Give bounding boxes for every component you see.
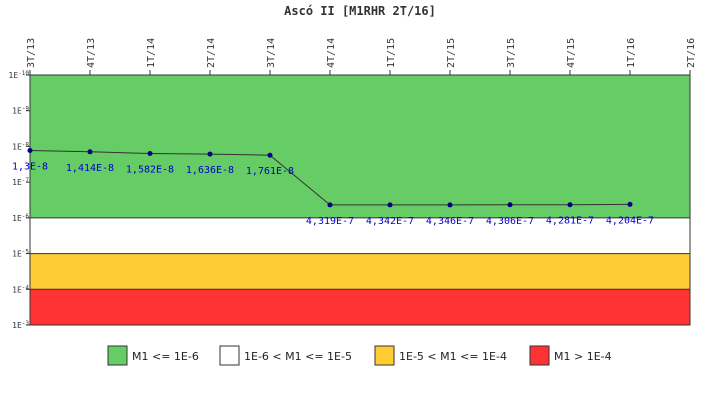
x-tick-label-8: 3T/15: [506, 38, 517, 68]
data-label-10: 4,204E-7: [606, 215, 654, 226]
data-labels: 1,3E-8 1,414E-8 1,582E-8 1,636E-8 1,761E-8 4,…: [12, 161, 654, 226]
y-tick-label-3: 1E-7: [12, 177, 29, 187]
band-1: [30, 217, 690, 254]
data-label-2: 1,582E-8: [126, 165, 174, 176]
y-tick-label-1: 1E-9: [12, 106, 29, 116]
legend-swatch-0: [107, 345, 128, 366]
risk-bands: [30, 75, 690, 325]
legend-swatch-2: [374, 345, 395, 366]
legend-label-1: 1E-6 < M1 <= 1E-5: [244, 350, 352, 363]
x-tick-label-11: 2T/16: [686, 38, 697, 68]
legend: M1 <= 1E-6 1E-6 < M1 <= 1E-5 1E-5 < M1 <= …: [107, 345, 612, 366]
data-point-3: [207, 151, 213, 157]
y-tick-label-6: 1E-4: [12, 284, 29, 294]
series: [27, 147, 633, 208]
data-point-1: [87, 149, 93, 155]
x-tick-label-4: 3T/14: [266, 38, 277, 68]
x-tick-label-6: 1T/15: [386, 38, 397, 68]
data-label-1: 1,414E-8: [66, 163, 114, 174]
x-tick-label-7: 2T/15: [446, 38, 457, 68]
x-tick-label-5: 4T/14: [326, 38, 337, 68]
data-point-2: [147, 151, 153, 157]
chart-title: Ascó II [M1RHR 2T/16]: [284, 4, 436, 18]
data-label-6: 4,342E-7: [366, 216, 414, 227]
x-tick-label-1: 4T/13: [86, 38, 97, 68]
x-tick-label-9: 4T/15: [566, 38, 577, 68]
data-point-5: [327, 202, 333, 208]
legend-label-2: 1E-5 < M1 <= 1E-4: [399, 350, 507, 363]
data-label-5: 4,319E-7: [306, 216, 354, 227]
axes: 1E-10 1E-9 1E-8 1E-7 1E-6 1E-5 1E-4 1E-3 3T/13 4T…: [9, 38, 697, 330]
data-label-4: 1,761E-8: [246, 166, 294, 177]
legend-label-0: M1 <= 1E-6: [132, 350, 199, 363]
y-tick-label-5: 1E-5: [12, 249, 29, 259]
plot-frame: [29, 74, 691, 326]
y-tick-label-2: 1E-8: [12, 141, 29, 151]
legend-swatch-1: [219, 345, 240, 366]
data-point-0: [27, 147, 33, 153]
data-point-4: [267, 152, 273, 158]
data-label-0: 1,3E-8: [12, 161, 48, 172]
x-tick-label-0: 3T/13: [26, 38, 37, 68]
band-2: [30, 253, 690, 290]
band-0: [30, 75, 690, 218]
data-label-8: 4,306E-7: [486, 216, 534, 227]
x-tick-label-2: 1T/14: [146, 38, 157, 68]
x-tick-label-3: 2T/14: [206, 38, 217, 68]
y-tick-label-7: 1E-3: [12, 320, 29, 330]
data-point-8: [507, 202, 513, 208]
band-3: [30, 289, 690, 325]
data-point-10: [627, 201, 633, 207]
data-point-9: [567, 202, 573, 208]
data-point-6: [387, 202, 393, 208]
x-tick-label-10: 1T/16: [626, 38, 637, 68]
y-tick-label-4: 1E-6: [12, 213, 29, 223]
legend-label-3: M1 > 1E-4: [554, 350, 612, 363]
data-label-3: 1,636E-8: [186, 165, 234, 176]
data-label-9: 4,281E-7: [546, 216, 594, 227]
data-label-7: 4,346E-7: [426, 216, 474, 227]
legend-swatch-3: [529, 345, 550, 366]
data-point-7: [447, 202, 453, 208]
y-tick-label-0: 1E-10: [9, 70, 30, 80]
